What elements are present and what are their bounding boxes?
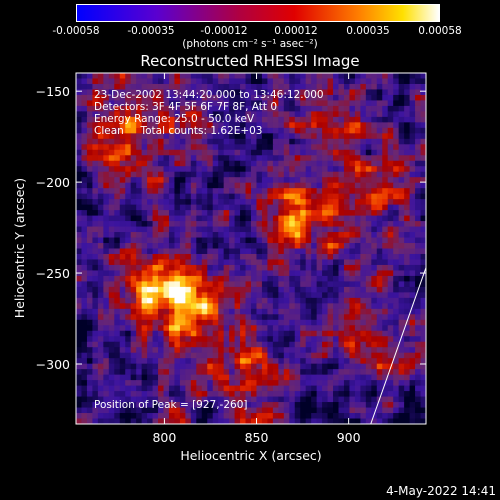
y-tick-label: −250 [36, 266, 70, 281]
colorbar-tick-label: 0.00035 [346, 25, 390, 37]
plot-frame [75, 72, 427, 425]
y-tick-label: −200 [36, 175, 70, 190]
chart-title: Reconstructed RHESSI Image [140, 52, 360, 70]
annotation-line: Detectors: 3F 4F 5F 6F 7F 8F, Att 0 [94, 101, 277, 113]
solar-limb-line [370, 267, 426, 424]
x-axis-label: Heliocentric X (arcsec) [180, 448, 321, 463]
peak-position-label: Position of Peak = [927,-260] [94, 399, 248, 411]
y-tick-label: −150 [36, 84, 70, 99]
annotation-line: Clean Total counts: 1.62E+03 [94, 125, 263, 137]
colorbar-tick-label: -0.00035 [127, 25, 175, 37]
colorbar-tick-label: -0.00012 [200, 25, 248, 37]
y-tick-label: −300 [36, 357, 70, 372]
colorbar-units: (photons cm⁻² s⁻¹ asec⁻²) [182, 38, 318, 50]
annotation-line: 23-Dec-2002 13:44:20.000 to 13:46:12.000 [94, 89, 324, 101]
y-axis-label: Heliocentric Y (arcsec) [12, 178, 27, 318]
colorbar [76, 4, 440, 22]
footer-timestamp: 4-May-2022 14:41 [386, 484, 496, 498]
x-tick-label: 800 [152, 430, 176, 445]
x-tick-label: 900 [337, 430, 361, 445]
x-tick-label: 850 [245, 430, 269, 445]
colorbar-gradient [77, 5, 439, 21]
heatmap-image [76, 73, 426, 424]
colorbar-tick-label: -0.00058 [52, 25, 100, 37]
colorbar-tick-label: 0.00012 [274, 25, 318, 37]
colorbar-tick-label: 0.00058 [418, 25, 462, 37]
annotation-line: Energy Range: 25.0 - 50.0 keV [94, 113, 255, 125]
